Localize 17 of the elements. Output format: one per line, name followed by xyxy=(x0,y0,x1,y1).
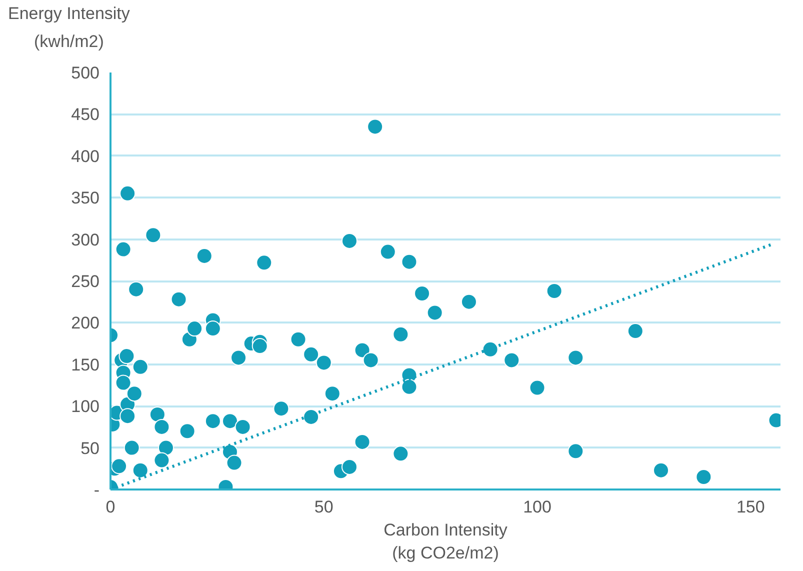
y-tick-label: 350 xyxy=(71,188,100,208)
y-tick-label: 100 xyxy=(71,397,100,416)
y-tick-label: 150 xyxy=(71,355,100,374)
y-tick-label: 200 xyxy=(71,314,100,333)
x-tick-label: 150 xyxy=(736,498,765,516)
y-axis-title: Energy Intensity (kwh/m2) xyxy=(8,3,130,53)
x-tick-label: 0 xyxy=(106,498,116,516)
y-tick-label: 300 xyxy=(71,230,100,250)
y-tick-label: 500 xyxy=(71,64,100,82)
y-tick-label: 50 xyxy=(80,438,100,458)
x-tick-label: 50 xyxy=(314,498,334,516)
y-tick-label: 400 xyxy=(71,146,100,166)
x-tick-label: 100 xyxy=(523,498,552,516)
y-tick-label: 250 xyxy=(71,272,100,291)
y-tick-label: 450 xyxy=(71,105,100,124)
x-axis-title: Carbon Intensity (kg CO2e/m2) xyxy=(384,520,508,562)
y-tick-label: - xyxy=(94,480,100,500)
